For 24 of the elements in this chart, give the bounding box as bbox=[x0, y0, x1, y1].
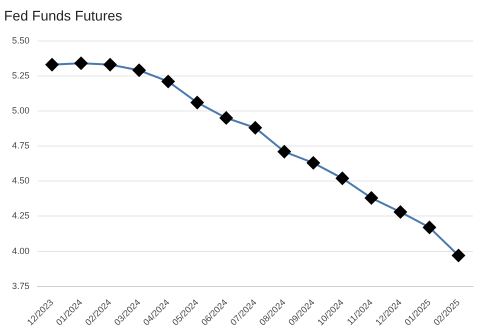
point bbox=[248, 121, 262, 134]
y-tick-label: 5.25 bbox=[12, 70, 30, 80]
y-tick-label: 4.75 bbox=[12, 140, 30, 151]
point bbox=[132, 64, 146, 77]
point bbox=[306, 156, 320, 170]
chart-title: Fed Funds Futures bbox=[4, 7, 122, 24]
y-tick-label: 5.50 bbox=[12, 35, 30, 46]
point bbox=[422, 220, 436, 234]
point bbox=[452, 248, 465, 262]
point bbox=[336, 172, 349, 185]
point bbox=[74, 56, 88, 70]
point bbox=[104, 58, 117, 72]
y-tick-label: 4.25 bbox=[12, 210, 30, 221]
point bbox=[162, 74, 175, 88]
y-tick-label: 4.00 bbox=[12, 246, 30, 256]
y-tick-label: 3.75 bbox=[12, 280, 30, 291]
point bbox=[364, 191, 378, 204]
point bbox=[190, 96, 204, 110]
point bbox=[394, 205, 407, 218]
point bbox=[220, 111, 233, 124]
point bbox=[46, 58, 59, 72]
y-tick-label: 5.00 bbox=[12, 105, 30, 116]
point bbox=[278, 145, 291, 158]
y-tick-label: 4.50 bbox=[12, 176, 30, 186]
